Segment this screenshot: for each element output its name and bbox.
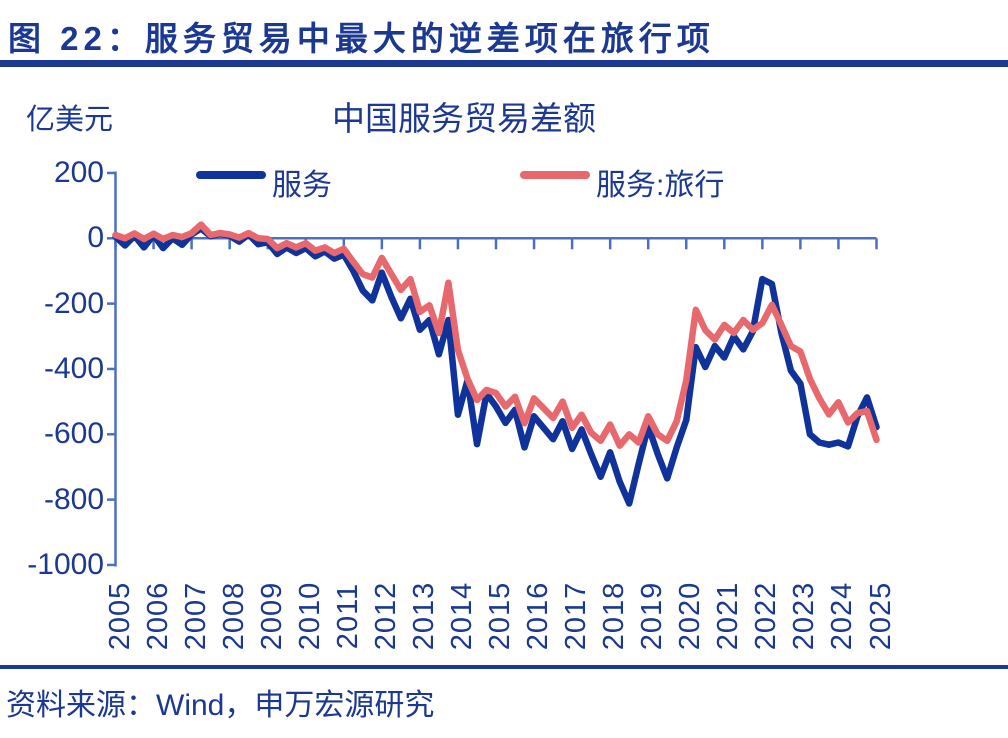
- y-tick-label: -800: [43, 482, 104, 516]
- x-tick-label: 2014: [445, 581, 478, 651]
- x-tick-label: 2016: [522, 581, 555, 651]
- x-tick-label: 2018: [598, 581, 631, 651]
- x-tick-label: 2008: [217, 581, 250, 651]
- x-tick-label: 2025: [864, 581, 897, 651]
- x-tick-label: 2021: [712, 581, 745, 651]
- source-text: 资料来源：Wind，申万宏源研究: [6, 689, 435, 722]
- x-tick-label: 2012: [369, 581, 402, 651]
- legend-label-travel: 服务:旅行: [596, 169, 725, 202]
- x-tick-label: 2015: [484, 581, 516, 651]
- figure-title: 图 22：服务贸易中最大的逆差项在旅行项: [8, 20, 715, 57]
- legend-swatch-services: [196, 171, 266, 179]
- y-tick-label: -400: [43, 351, 104, 385]
- y-tick-label: -600: [43, 417, 104, 451]
- x-tick-label: 2010: [293, 581, 326, 651]
- title-rule: [0, 60, 1008, 67]
- x-tick-label: 2024: [826, 581, 859, 651]
- x-tick-label: 2019: [636, 581, 669, 651]
- x-ticks: [114, 238, 878, 250]
- y-tick-label: 0: [87, 221, 104, 255]
- x-tick-label: 2011: [331, 582, 364, 650]
- y-tick-label: -200: [43, 286, 104, 320]
- travel-line: [112, 221, 880, 449]
- x-tick-label: 2022: [750, 581, 783, 651]
- chart-title: 中国服务贸易差额: [332, 100, 596, 137]
- x-tick-label: 2023: [788, 581, 821, 651]
- x-tick-label: 2020: [674, 581, 707, 651]
- x-tick-label: 2005: [103, 581, 136, 651]
- legend-label-services: 服务: [272, 169, 332, 202]
- x-tick-label: 2006: [141, 581, 174, 651]
- services-line: [112, 225, 880, 507]
- y-ticks: [107, 171, 116, 567]
- y-tick-label: 200: [53, 155, 104, 189]
- x-tick-label: 2013: [407, 581, 440, 651]
- y-axis-unit-label: 亿美元: [26, 104, 114, 136]
- footer-rule: [0, 665, 1008, 669]
- y-tick-label: -1000: [27, 547, 104, 581]
- x-tick-label: 2017: [560, 581, 593, 651]
- x-tick-label: 2009: [255, 581, 288, 651]
- legend-swatch-travel: [520, 171, 590, 179]
- x-tick-label: 2007: [179, 581, 212, 651]
